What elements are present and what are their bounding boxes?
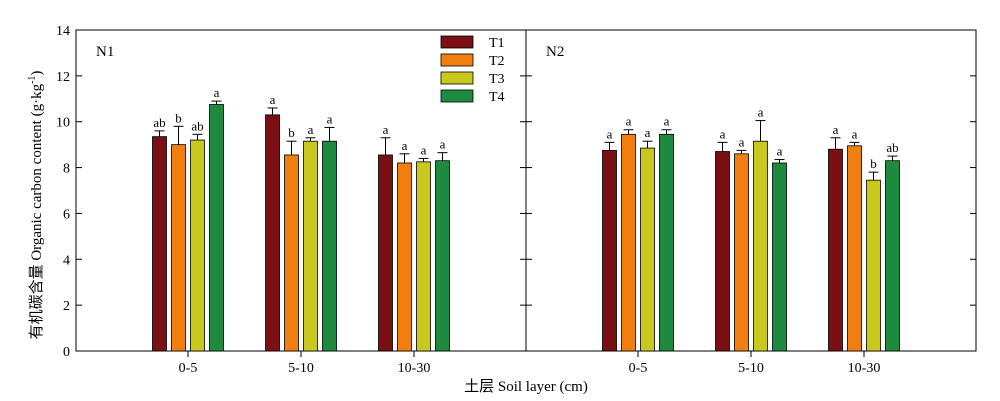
panel-label: N2	[546, 44, 564, 60]
significance-letter: b	[870, 156, 877, 171]
legend-label: T2	[489, 54, 505, 69]
x-tick-label: 0-5	[179, 361, 198, 376]
bar-t3	[866, 179, 881, 352]
y-axis-ticks: 0 2 4 6 8 10 12 14	[56, 24, 976, 360]
significance-letter: ab	[191, 118, 203, 133]
bar-t1	[602, 149, 617, 352]
bar-t2	[621, 133, 636, 352]
y-tick-label: 8	[63, 162, 70, 177]
significance-letter: a	[383, 122, 389, 137]
y-tick-label: 4	[63, 253, 70, 268]
significance-letter: a	[421, 142, 427, 157]
y-tick-label: 12	[56, 70, 70, 85]
bar-t2	[397, 162, 412, 352]
significance-letter: a	[308, 122, 314, 137]
legend-label: T3	[489, 72, 505, 87]
bar-t1	[828, 148, 843, 352]
bar-t4	[435, 160, 450, 352]
x-tick-label: 10-30	[848, 361, 881, 376]
legend: T1 T2 T3 T4	[440, 35, 505, 105]
bar-t3	[303, 140, 318, 352]
significance-letter: ab	[153, 115, 165, 130]
y-tick-label: 14	[56, 24, 70, 39]
bar-t4	[772, 162, 787, 352]
bar-t3	[416, 161, 431, 352]
bar-t4	[322, 140, 337, 352]
significance-letter: a	[327, 111, 333, 126]
significance-letter: a	[664, 114, 670, 129]
bar-t2	[171, 144, 186, 352]
significance-letter: a	[607, 126, 613, 141]
bar-t3	[753, 140, 768, 352]
significance-letter: a	[440, 137, 446, 152]
panel-label: N1	[96, 44, 114, 60]
bar-t1	[378, 154, 393, 352]
significance-letter: a	[214, 85, 220, 100]
significance-letter: a	[758, 105, 764, 120]
significance-letter: ab	[886, 140, 898, 155]
bar-t3	[190, 139, 205, 352]
x-tick-label: 10-30	[398, 361, 431, 376]
y-axis-label: 有机碳含量 Organic carbon content (g·kg-1)	[27, 71, 45, 340]
significance-letter: a	[720, 126, 726, 141]
bar-t4	[659, 133, 674, 352]
bar-t4	[209, 104, 224, 352]
y-tick-label: 2	[63, 299, 70, 314]
x-axis-label: 土层 Soil layer (cm)	[464, 378, 588, 395]
bar-t2	[847, 145, 862, 352]
bar-t1	[715, 151, 730, 352]
significance-letter: a	[626, 114, 632, 129]
bar-t1	[265, 114, 280, 352]
bar-t2	[734, 153, 749, 352]
bar-t2	[284, 154, 299, 352]
legend-swatch-t4	[440, 89, 474, 103]
bar-t1	[152, 136, 167, 352]
x-tick-label: 0-5	[629, 361, 648, 376]
significance-letter: a	[739, 134, 745, 149]
legend-label: T1	[489, 36, 505, 51]
significance-letter: a	[270, 92, 276, 107]
bar-t3	[640, 147, 655, 352]
legend-swatch-t2	[440, 53, 474, 67]
y-tick-label: 6	[63, 207, 70, 222]
legend-swatch-t1	[440, 35, 474, 49]
significance-letter: a	[833, 122, 839, 137]
y-tick-label: 10	[56, 116, 70, 131]
legend-label: T4	[489, 90, 505, 105]
x-tick-label: 5-10	[288, 361, 314, 376]
bar-t4	[885, 160, 900, 352]
legend-swatch-t3	[440, 71, 474, 85]
y-tick-label: 0	[63, 345, 70, 360]
significance-letter: a	[852, 126, 858, 141]
x-tick-label: 5-10	[738, 361, 764, 376]
significance-letter: a	[645, 125, 651, 140]
significance-letter: b	[288, 125, 295, 140]
significance-letter: a	[402, 138, 408, 153]
significance-letter: b	[175, 110, 182, 125]
significance-letter: a	[777, 144, 783, 159]
